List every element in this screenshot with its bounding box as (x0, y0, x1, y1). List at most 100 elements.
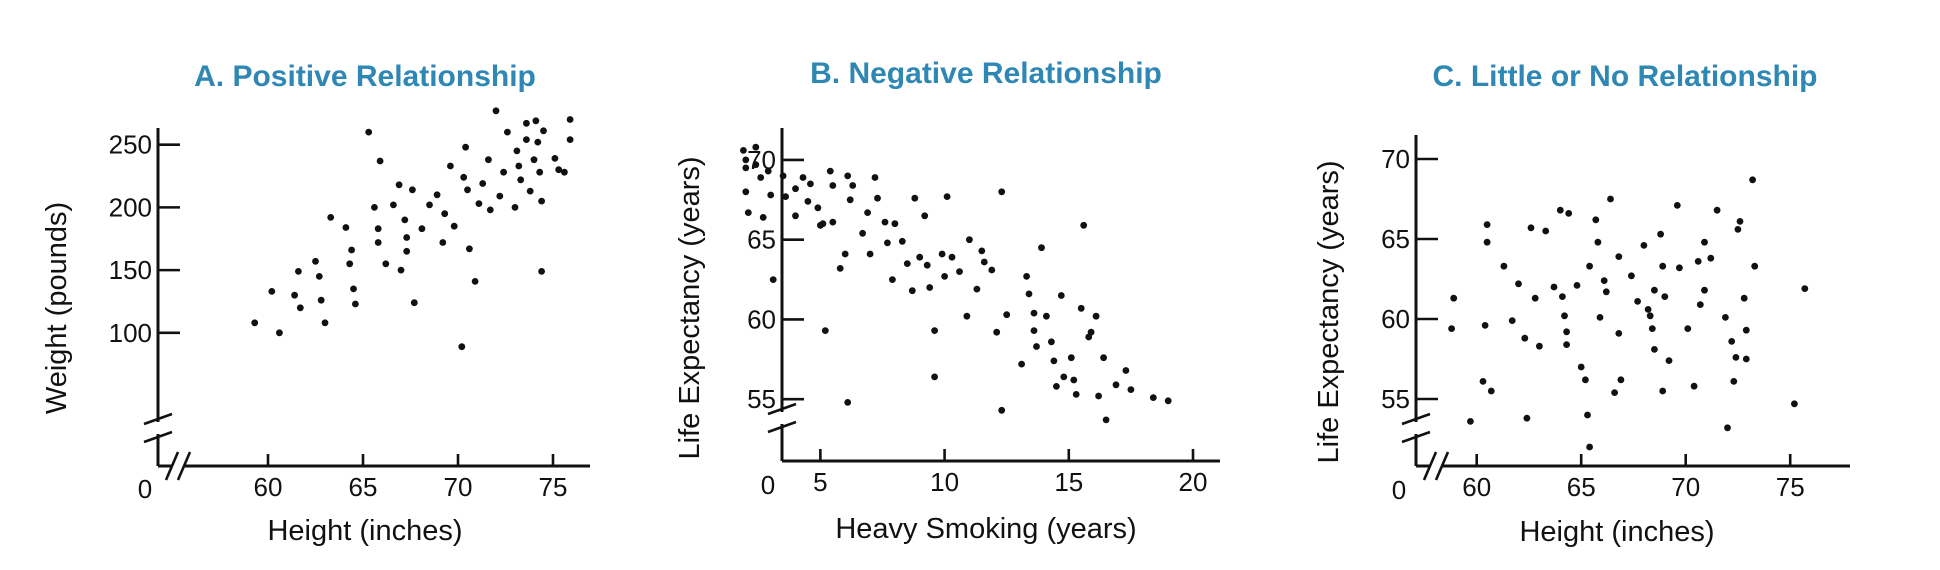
panel-a-data-point (517, 176, 525, 184)
panel-b-data-point (966, 236, 973, 244)
panel-a-data-point (276, 329, 283, 337)
panel-b-data-point (807, 180, 814, 188)
panel-c-data-point (1586, 262, 1593, 270)
panel-c-data-point (1728, 338, 1736, 345)
panel-c-x-tick-label: 70 (1671, 472, 1700, 502)
panel-c-data-point (1801, 285, 1809, 292)
panel-c-data-point (1742, 355, 1750, 363)
panel-a-data-point (523, 136, 530, 144)
panel-c-data-point (1527, 224, 1535, 232)
panel-b-data-point (923, 261, 931, 269)
panel-b-data-point (819, 220, 827, 228)
panel-b-data-point (767, 191, 775, 199)
panel-a-data-point (504, 128, 511, 136)
panel-c-data-point (1701, 238, 1708, 246)
panel-b-data-point (792, 185, 799, 193)
panel-b-data-point (980, 258, 988, 266)
panel-b-data-point (973, 285, 981, 293)
panel-a-data-point (426, 201, 433, 209)
panel-c-data-point (1596, 314, 1604, 321)
panel-b-data-point (841, 250, 849, 258)
panel-c-data-point (1600, 277, 1608, 284)
panel-c-data-point (1607, 195, 1614, 203)
panel-a-data-point (536, 168, 544, 176)
panel-b-data-point (1038, 244, 1045, 252)
panel-b-data-point (1127, 386, 1135, 393)
panel-c-data-point (1594, 238, 1602, 246)
panel-a-data-point (492, 107, 500, 115)
panel-a-data-point (555, 166, 563, 174)
panel-b-data-point (1053, 383, 1060, 390)
panel-a-data-point (395, 181, 403, 189)
panel-b-data-point (759, 214, 767, 221)
panel-b-data-point (1067, 354, 1075, 362)
panel-b-data-point (898, 237, 906, 245)
panel-c-data-point (1615, 253, 1623, 260)
panel-c-title: C. Little or No Relationship (1432, 60, 1817, 93)
panel-c-data-point (1713, 206, 1721, 214)
panel-b-data-point (799, 174, 807, 181)
panel-c-data-point (1651, 346, 1658, 353)
panel-a-data-point (374, 239, 382, 246)
panel-b-data-point (931, 327, 938, 334)
panel-a-data-point (526, 187, 534, 195)
panel-c-origin-label: 0 (1392, 475, 1406, 505)
panel-b-data-point (1060, 373, 1068, 381)
panel-c-data-point (1615, 330, 1623, 337)
panel-b-data-point (742, 188, 750, 196)
panel-a-data-point (374, 225, 382, 233)
panel-c-data-point (1523, 414, 1531, 422)
panel-b-data-point (779, 172, 787, 180)
panel-a-data-point (321, 319, 329, 327)
panel-c-data-point (1657, 230, 1664, 238)
panel-b-data-point (941, 273, 948, 280)
panel-c-data-point (1577, 363, 1585, 371)
panel-b-data-point (864, 209, 871, 217)
panel-b-data-point (956, 268, 963, 275)
panel-b-data-point (866, 250, 874, 258)
panel-b-x-tick-label: 5 (813, 467, 827, 497)
panel-a-data-point (447, 162, 454, 170)
panel-b-data-point (1077, 304, 1085, 312)
panel-b-data-point (829, 182, 837, 189)
panel-a-data-point (561, 168, 568, 176)
panel-a-data-point (551, 155, 559, 162)
panel-c-data-point (1521, 334, 1529, 342)
panel-a-data-point (433, 191, 441, 199)
panel-b-data-point (742, 164, 750, 172)
panel-b-data-point (1030, 309, 1038, 317)
panel-a-data-point (534, 138, 542, 146)
panel-a-data-point (376, 157, 384, 165)
panel-a-data-point (458, 343, 466, 351)
panel-b-data-point (891, 220, 899, 228)
panel-c-data-point (1659, 262, 1667, 270)
panel-b-data-point (821, 327, 829, 334)
panel-a-data-point (479, 180, 487, 187)
panel-c-x-break-mark (1422, 451, 1438, 481)
panel-a-positive: A. Positive Relationship Weight (pounds)… (41, 60, 590, 547)
panel-b-data-point (1164, 397, 1172, 405)
panel-a-data-point (513, 147, 521, 155)
panel-a-y-tick-label: 150 (109, 255, 152, 285)
panel-c-data-point (1659, 387, 1667, 395)
panel-a-data-point (327, 214, 335, 221)
panel-a-data-point (352, 300, 359, 308)
panel-c-data-point (1559, 293, 1566, 300)
panel-b-origin-label: 0 (761, 470, 775, 500)
panel-c-data-point (1573, 282, 1581, 289)
panel-c-data-point (1582, 376, 1589, 384)
panel-c-data-point (1701, 286, 1708, 294)
panel-c-y-break-mark (1401, 412, 1431, 426)
panel-c-data-point (1640, 242, 1648, 249)
panel-b-data-point (948, 253, 956, 261)
panel-a-data-point (312, 257, 319, 265)
panel-a-data-point (348, 246, 355, 254)
panel-a-x-break-mark (164, 451, 180, 481)
panel-b-data-point (1072, 391, 1080, 398)
panel-b-data-point (943, 193, 951, 201)
panel-a-y-tick-label: 100 (109, 318, 152, 348)
panel-a-y-break-mark (143, 430, 173, 444)
panel-c-data-point (1483, 221, 1491, 229)
panel-a-data-point (475, 200, 483, 208)
